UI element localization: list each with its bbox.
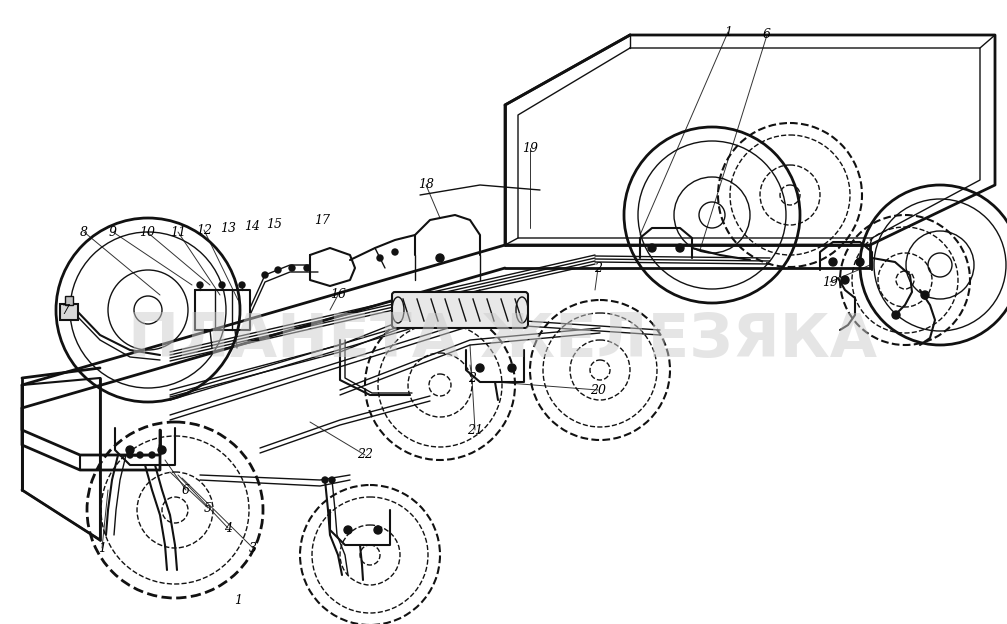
- Text: 1: 1: [724, 26, 732, 39]
- Text: 4: 4: [224, 522, 232, 535]
- Text: 8: 8: [80, 225, 88, 238]
- Circle shape: [476, 364, 484, 372]
- Circle shape: [856, 258, 864, 266]
- Circle shape: [219, 282, 225, 288]
- Circle shape: [648, 244, 656, 252]
- Text: 1: 1: [98, 542, 106, 555]
- Text: 16: 16: [330, 288, 346, 301]
- Circle shape: [392, 249, 398, 255]
- Circle shape: [921, 291, 929, 299]
- Text: 6: 6: [763, 29, 771, 42]
- Circle shape: [892, 311, 900, 319]
- Circle shape: [374, 526, 382, 534]
- Circle shape: [149, 452, 155, 458]
- Circle shape: [289, 265, 295, 271]
- Circle shape: [344, 526, 352, 534]
- Circle shape: [158, 446, 166, 454]
- Text: 2: 2: [468, 371, 476, 384]
- Text: 11: 11: [170, 225, 186, 238]
- Text: 7: 7: [61, 303, 69, 316]
- Text: 19: 19: [522, 142, 538, 155]
- Text: 5: 5: [204, 502, 212, 515]
- Text: 9: 9: [109, 225, 117, 238]
- Text: ПЛАНЕТА ЖЕЛЕЗЯКА: ПЛАНЕТА ЖЕЛЕЗЯКА: [129, 311, 877, 369]
- Text: 21: 21: [467, 424, 483, 437]
- FancyBboxPatch shape: [392, 292, 528, 328]
- Circle shape: [126, 446, 134, 454]
- Text: 15: 15: [266, 218, 282, 232]
- Text: 6: 6: [182, 484, 190, 497]
- Text: 2: 2: [594, 261, 602, 275]
- Circle shape: [329, 477, 335, 483]
- Circle shape: [322, 477, 328, 483]
- Circle shape: [676, 244, 684, 252]
- Text: 20: 20: [590, 384, 606, 396]
- Circle shape: [436, 254, 444, 262]
- Text: 1: 1: [234, 593, 242, 607]
- Bar: [60, 304, 78, 320]
- Circle shape: [304, 265, 310, 271]
- Circle shape: [197, 282, 203, 288]
- Text: 19: 19: [822, 276, 838, 288]
- Circle shape: [377, 255, 383, 261]
- Text: 3: 3: [249, 542, 257, 555]
- Text: 17: 17: [314, 213, 330, 227]
- Text: 22: 22: [357, 449, 373, 462]
- Text: 10: 10: [139, 225, 155, 238]
- Text: 18: 18: [418, 178, 434, 192]
- Circle shape: [127, 452, 133, 458]
- Bar: [65, 296, 73, 305]
- Circle shape: [829, 258, 837, 266]
- Text: 12: 12: [196, 223, 212, 236]
- Text: 14: 14: [244, 220, 260, 233]
- Circle shape: [275, 267, 281, 273]
- Text: 13: 13: [220, 222, 236, 235]
- Circle shape: [137, 452, 143, 458]
- Circle shape: [262, 272, 268, 278]
- Circle shape: [841, 276, 849, 284]
- Circle shape: [239, 282, 245, 288]
- Circle shape: [508, 364, 516, 372]
